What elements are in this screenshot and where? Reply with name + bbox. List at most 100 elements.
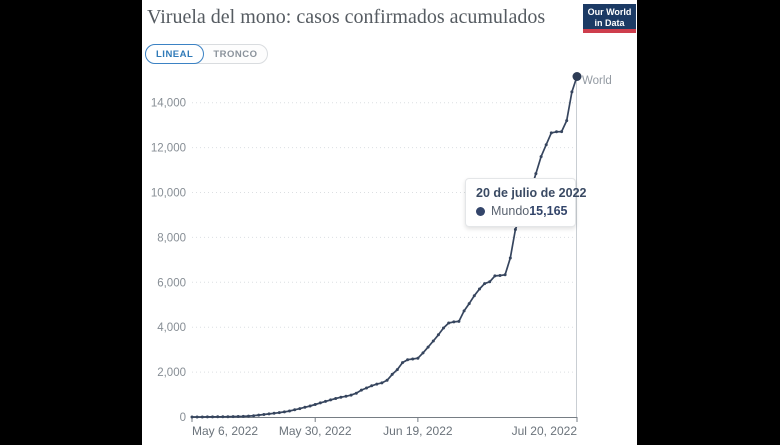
line-chart-canvas[interactable]: 0 2,000 4,000 6,000 8,000 10,000 12,000 14,000 M… xyxy=(142,0,637,445)
data-point-marker xyxy=(447,321,451,325)
data-point-marker xyxy=(488,280,492,284)
data-point-marker xyxy=(277,411,281,415)
data-point-marker xyxy=(216,415,220,419)
data-point-marker xyxy=(313,403,317,406)
data-point-marker xyxy=(421,351,425,355)
data-point-marker xyxy=(334,397,338,400)
data-point-marker xyxy=(236,415,240,418)
y-tick-label: 2,000 xyxy=(157,367,186,379)
tab-tronco[interactable]: TRONCO xyxy=(203,45,267,63)
data-point-marker xyxy=(457,319,461,323)
data-point-marker xyxy=(472,294,476,298)
data-point-marker xyxy=(231,415,235,419)
data-point-marker xyxy=(200,415,204,419)
y-tick-label: 6,000 xyxy=(157,277,186,289)
data-point-marker xyxy=(252,414,256,418)
data-point-marker xyxy=(406,358,410,362)
data-point-marker xyxy=(385,378,389,382)
data-point-marker xyxy=(565,119,569,123)
data-point-marker xyxy=(359,388,363,392)
data-point-marker xyxy=(544,143,548,147)
chart-tooltip: 20 de julio de 2022 Mundo 15,165 xyxy=(465,178,587,227)
data-point-marker xyxy=(370,384,374,388)
scale-toggle: LINEAL TRONCO xyxy=(145,44,269,64)
y-tick-label: 12,000 xyxy=(151,143,186,155)
data-point-marker xyxy=(442,326,445,330)
y-tick-label: 4,000 xyxy=(157,322,186,334)
data-point-marker xyxy=(282,410,286,414)
x-tick-label: Jul 20, 2022 xyxy=(512,424,578,438)
data-point-marker xyxy=(534,172,538,176)
data-point-marker xyxy=(205,415,209,419)
data-point-marker xyxy=(221,415,225,419)
data-point-marker xyxy=(508,256,512,260)
data-point-marker xyxy=(190,415,194,419)
data-point-marker xyxy=(354,391,358,395)
data-point-marker xyxy=(503,273,507,277)
data-point-marker xyxy=(247,414,250,418)
x-tick-label: Jun 19, 2022 xyxy=(383,424,453,438)
data-point-marker xyxy=(329,398,333,402)
data-point-marker xyxy=(436,333,440,337)
data-point-marker xyxy=(570,90,574,94)
data-point-marker xyxy=(513,228,517,231)
data-point-marker xyxy=(467,302,471,306)
y-tick-label: 14,000 xyxy=(151,98,186,110)
data-point-marker xyxy=(293,408,297,412)
owid-logo-line1: Our World xyxy=(587,7,632,17)
data-point-marker xyxy=(267,412,271,416)
data-point-marker xyxy=(211,415,214,419)
data-point-marker xyxy=(478,287,481,291)
x-tick-label: May 30, 2022 xyxy=(279,424,352,438)
x-tick-label: May 6, 2022 xyxy=(192,424,258,438)
tooltip-date: 20 de julio de 2022 xyxy=(476,186,587,200)
tooltip-value: 15,165 xyxy=(529,204,568,218)
tab-lineal[interactable]: LINEAL xyxy=(145,44,205,64)
series-marker-icon xyxy=(476,206,485,216)
y-tick-label: 10,000 xyxy=(151,188,186,200)
data-point-marker xyxy=(365,386,368,390)
data-point-marker xyxy=(298,407,302,411)
y-tick-label: 8,000 xyxy=(157,232,186,244)
data-point-marker xyxy=(416,356,420,360)
owid-logo[interactable]: Our World in Data xyxy=(583,4,636,33)
data-point-marker xyxy=(257,413,261,417)
data-point-marker xyxy=(272,411,276,415)
data-point-marker xyxy=(226,415,230,419)
data-point-marker xyxy=(195,415,199,419)
data-point-marker xyxy=(539,155,543,159)
data-point-marker xyxy=(324,399,327,403)
tooltip-series-name: Mundo xyxy=(491,204,530,218)
data-point-marker xyxy=(411,357,415,361)
data-point-marker xyxy=(262,413,266,416)
data-point-marker xyxy=(549,131,553,135)
data-point-marker xyxy=(560,130,564,134)
data-point-marker xyxy=(344,394,348,398)
data-point-marker xyxy=(390,372,394,376)
data-point-marker xyxy=(288,409,291,413)
data-point-marker xyxy=(395,368,399,372)
data-point-marker xyxy=(498,274,502,277)
data-point-marker xyxy=(493,274,497,278)
world-series-line xyxy=(191,75,578,418)
data-point-marker xyxy=(431,339,435,343)
data-point-marker xyxy=(555,130,558,134)
data-point-marker xyxy=(241,414,245,418)
owid-logo-line2: in Data xyxy=(594,17,625,28)
data-point-marker xyxy=(318,401,322,405)
data-point-marker xyxy=(308,404,312,408)
data-point-marker xyxy=(426,345,430,349)
data-point-marker xyxy=(303,405,307,409)
series-end-label: World xyxy=(582,75,612,87)
data-point-marker xyxy=(380,381,384,385)
data-point-marker xyxy=(375,382,379,386)
data-point-marker xyxy=(339,395,343,399)
y-tick-label: 0 xyxy=(180,412,186,424)
data-point-marker xyxy=(349,393,353,397)
data-point-marker xyxy=(483,282,487,286)
data-point-marker xyxy=(462,309,466,313)
page-title: Viruela del mono: casos confirmados acum… xyxy=(147,6,546,28)
data-point-marker xyxy=(401,361,404,365)
tooltip-series-row: Mundo 15,165 xyxy=(476,204,568,218)
